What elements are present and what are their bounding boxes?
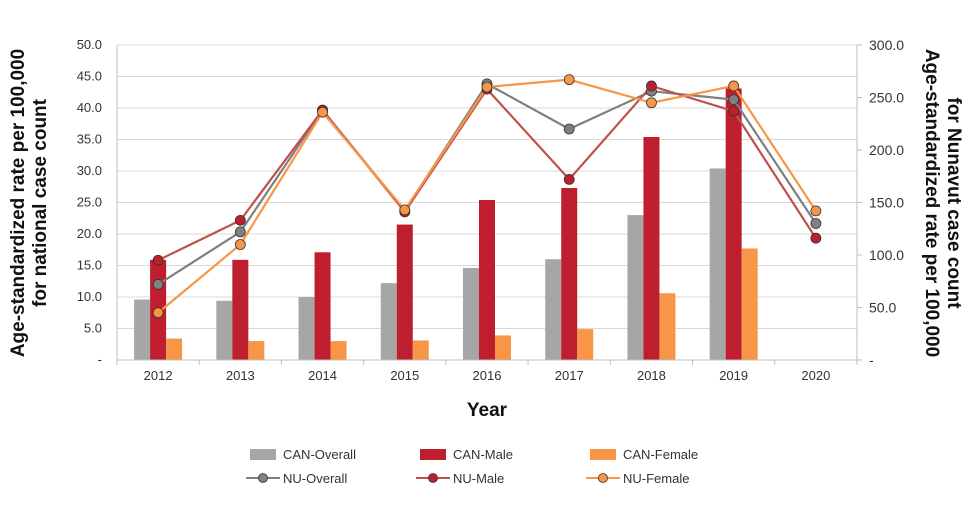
legend-marker — [598, 473, 608, 483]
x-tick-label: 2020 — [801, 368, 830, 383]
right-axis-title: Age-standardized rate per 100,000 for Nu… — [921, 49, 964, 357]
legend-swatch-can-male — [420, 449, 446, 460]
bar-can-male — [561, 188, 578, 360]
y-left-tick-label: 45.0 — [77, 69, 102, 84]
point-nu-female — [481, 81, 493, 93]
x-tick-label: 2017 — [555, 368, 584, 383]
right-axis-title-line2: for Nunavut case count — [943, 97, 964, 309]
axes: - 5.0 10.0 15.0 20.0 25.0 30.0 35.0 40.0 45.0 50.0… — [77, 37, 905, 383]
point-nu-female — [317, 106, 328, 118]
point-nu-female — [234, 239, 246, 250]
bar-can-overall — [627, 215, 644, 360]
point-nu-female — [399, 204, 411, 216]
x-tick-label: 2016 — [473, 368, 502, 383]
y-left-tick-label: 50.0 — [77, 37, 102, 52]
bar-can-male — [232, 259, 249, 360]
point-nu-female — [728, 80, 740, 92]
point-nu-male — [646, 80, 657, 92]
bars — [134, 88, 758, 360]
y-left-tick-label: 30.0 — [77, 163, 102, 178]
bar-can-female — [248, 341, 265, 360]
bar-can-male — [479, 199, 495, 360]
point-nu-male — [234, 214, 246, 226]
x-tick-label: 2015 — [390, 368, 419, 383]
bar-can-overall — [134, 299, 151, 360]
bar-can-female — [741, 248, 758, 360]
y-left-tick-label: 25.0 — [77, 195, 102, 210]
legend-label: CAN-Female — [623, 447, 698, 462]
y-right-tick-label: 100.0 — [869, 247, 904, 263]
point-nu-male — [563, 173, 575, 185]
y-right-tick-label: 300.0 — [869, 37, 904, 53]
legend-label: CAN-Overall — [283, 447, 356, 462]
y-left-tick-label: 20.0 — [77, 226, 102, 241]
point-nu-male — [810, 232, 822, 244]
legend-swatch-can-overall — [250, 449, 276, 460]
x-tick-label: 2012 — [144, 368, 173, 383]
point-nu-female — [810, 205, 822, 217]
bar-can-female — [659, 293, 676, 360]
y-right-tick-label: 250.0 — [869, 90, 904, 106]
legend-label: CAN-Male — [453, 447, 513, 462]
legend-marker — [428, 473, 438, 483]
point-nu-overall — [810, 218, 822, 229]
y-right-tick-label: 50.0 — [869, 300, 896, 316]
point-nu-female — [563, 74, 575, 86]
right-axis-title-line1: Age-standardized rate per 100,000 — [921, 49, 942, 357]
y-left-tick-label: 5.0 — [84, 321, 102, 336]
bar-can-overall — [380, 283, 397, 360]
x-tick-label: 2013 — [226, 368, 255, 383]
y-right-tick-label: 200.0 — [869, 142, 904, 158]
bar-can-male — [314, 252, 331, 360]
x-tick-label: 2018 — [637, 368, 666, 383]
y-right-tick-label: 150.0 — [869, 195, 904, 211]
legend-label: NU-Overall — [283, 471, 347, 486]
bar-can-male — [725, 88, 742, 360]
point-nu-overall — [563, 123, 575, 135]
y-right-tick-label: - — [869, 352, 874, 368]
left-axis-title: Age-standardized rate per 100,000 for na… — [8, 49, 51, 357]
point-nu-overall — [728, 94, 740, 105]
point-nu-male — [728, 105, 740, 117]
bar-can-female — [495, 335, 511, 360]
legend-label: NU-Male — [453, 471, 504, 486]
bar-can-overall — [709, 168, 726, 360]
x-tick-label: 2019 — [719, 368, 748, 383]
y-left-tick-label: 10.0 — [77, 289, 102, 304]
bar-can-overall — [298, 297, 315, 360]
y-left-tick-label: 35.0 — [77, 132, 102, 147]
legend: CAN-Overall CAN-Male CAN-Female NU-Overall N… — [246, 447, 698, 486]
y-left-tick-label: 15.0 — [77, 258, 102, 273]
legend-marker — [258, 473, 268, 483]
left-axis-title-line2: for national case count — [30, 98, 51, 307]
point-nu-female — [152, 307, 164, 319]
bar-can-female — [412, 340, 429, 360]
y-left-tick-label: - — [98, 352, 102, 367]
bar-can-female — [577, 329, 594, 360]
x-axis-title: Year — [467, 400, 508, 421]
point-nu-overall — [234, 226, 246, 238]
point-nu-overall — [152, 278, 164, 290]
bar-can-male — [396, 224, 413, 360]
left-axis-title-line1: Age-standardized rate per 100,000 — [8, 49, 29, 357]
y-left-tick-label: 40.0 — [77, 100, 102, 115]
lines — [152, 74, 822, 319]
bar-can-female — [330, 341, 347, 360]
bar-can-male — [643, 136, 660, 360]
legend-swatch-can-female — [590, 449, 616, 460]
bar-can-overall — [463, 268, 479, 360]
point-nu-male — [152, 254, 164, 266]
legend-label: NU-Female — [623, 471, 689, 486]
bar-can-overall — [545, 259, 562, 360]
bar-can-overall — [216, 300, 233, 360]
bar-can-female — [166, 338, 183, 360]
point-nu-female — [646, 97, 657, 109]
x-tick-label: 2014 — [308, 368, 337, 383]
